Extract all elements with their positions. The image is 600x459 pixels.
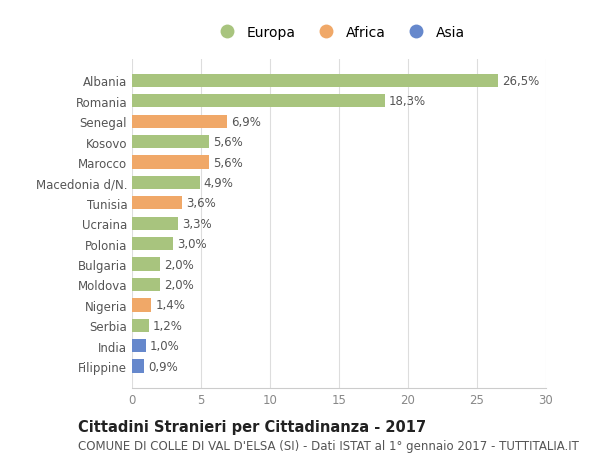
Text: 3,0%: 3,0% — [178, 238, 207, 251]
Bar — [132, 217, 178, 230]
Text: 1,2%: 1,2% — [152, 319, 182, 332]
Text: 26,5%: 26,5% — [502, 75, 539, 88]
Bar — [132, 278, 160, 291]
Bar — [132, 115, 227, 129]
Text: 2,0%: 2,0% — [164, 258, 193, 271]
Bar — [132, 95, 385, 108]
Bar — [132, 360, 145, 373]
Text: 2,0%: 2,0% — [164, 278, 193, 291]
Text: 5,6%: 5,6% — [214, 136, 243, 149]
Text: Cittadini Stranieri per Cittadinanza - 2017: Cittadini Stranieri per Cittadinanza - 2… — [78, 419, 426, 434]
Text: COMUNE DI COLLE DI VAL D'ELSA (SI) - Dati ISTAT al 1° gennaio 2017 - TUTTITALIA.: COMUNE DI COLLE DI VAL D'ELSA (SI) - Dat… — [78, 439, 579, 452]
Bar — [132, 339, 146, 353]
Legend: Europa, Africa, Asia: Europa, Africa, Asia — [208, 21, 470, 46]
Text: 0,9%: 0,9% — [149, 360, 178, 373]
Bar — [132, 299, 151, 312]
Bar — [132, 156, 209, 169]
Text: 4,9%: 4,9% — [204, 177, 233, 190]
Text: 1,4%: 1,4% — [155, 299, 185, 312]
Text: 3,3%: 3,3% — [182, 217, 211, 230]
Text: 3,6%: 3,6% — [186, 197, 215, 210]
Text: 6,9%: 6,9% — [232, 116, 261, 129]
Text: 18,3%: 18,3% — [389, 95, 426, 108]
Text: 5,6%: 5,6% — [214, 156, 243, 169]
Bar — [132, 237, 173, 251]
Bar — [132, 136, 209, 149]
Bar — [132, 319, 149, 332]
Bar — [132, 258, 160, 271]
Bar — [132, 176, 200, 190]
Text: 1,0%: 1,0% — [150, 340, 179, 353]
Bar — [132, 197, 182, 210]
Bar — [132, 75, 498, 88]
